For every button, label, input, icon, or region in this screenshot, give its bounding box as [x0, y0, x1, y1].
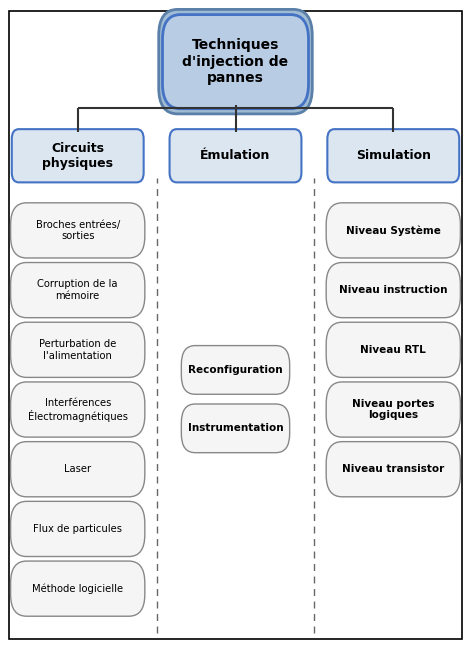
FancyBboxPatch shape	[170, 129, 301, 182]
Text: Simulation: Simulation	[356, 149, 431, 162]
FancyBboxPatch shape	[326, 322, 461, 377]
Text: Interférences
Électromagnétiques: Interférences Électromagnétiques	[28, 398, 128, 421]
FancyBboxPatch shape	[10, 501, 145, 557]
Text: Techniques
d'injection de
pannes: Techniques d'injection de pannes	[182, 38, 289, 85]
FancyBboxPatch shape	[10, 262, 145, 317]
Text: Émulation: Émulation	[200, 149, 271, 162]
FancyBboxPatch shape	[181, 404, 290, 453]
Text: Reconfiguration: Reconfiguration	[188, 365, 283, 375]
Text: Niveau Système: Niveau Système	[346, 225, 441, 236]
FancyBboxPatch shape	[181, 345, 290, 394]
FancyBboxPatch shape	[10, 441, 145, 497]
Text: Flux de particules: Flux de particules	[33, 524, 122, 534]
Text: Niveau transistor: Niveau transistor	[342, 464, 445, 474]
FancyBboxPatch shape	[162, 14, 309, 108]
Text: Niveau portes
logiques: Niveau portes logiques	[352, 398, 435, 421]
Text: Corruption de la
mémoire: Corruption de la mémoire	[38, 279, 118, 301]
FancyBboxPatch shape	[10, 202, 145, 258]
Text: Broches entrées/
sorties: Broches entrées/ sorties	[36, 219, 120, 241]
Text: Niveau instruction: Niveau instruction	[339, 285, 447, 295]
FancyBboxPatch shape	[327, 129, 459, 182]
Text: Instrumentation: Instrumentation	[187, 423, 284, 434]
FancyBboxPatch shape	[326, 202, 461, 258]
FancyBboxPatch shape	[12, 129, 144, 182]
FancyBboxPatch shape	[10, 322, 145, 377]
FancyBboxPatch shape	[326, 262, 461, 317]
FancyBboxPatch shape	[159, 9, 312, 114]
Text: Circuits
physiques: Circuits physiques	[42, 141, 113, 170]
FancyBboxPatch shape	[10, 382, 145, 437]
FancyBboxPatch shape	[326, 441, 461, 497]
Text: Niveau RTL: Niveau RTL	[360, 345, 426, 355]
FancyBboxPatch shape	[326, 382, 461, 437]
Text: Laser: Laser	[64, 464, 91, 474]
Text: Méthode logicielle: Méthode logicielle	[32, 583, 123, 594]
FancyBboxPatch shape	[10, 561, 145, 617]
Text: Perturbation de
l'alimentation: Perturbation de l'alimentation	[39, 339, 116, 361]
